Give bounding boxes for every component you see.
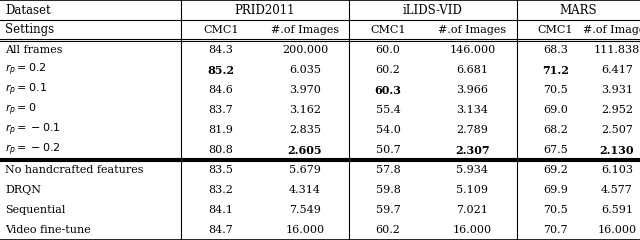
Text: 5.679: 5.679 (289, 165, 321, 175)
Text: 71.2: 71.2 (542, 65, 569, 76)
Text: 54.0: 54.0 (376, 125, 401, 135)
Text: iLIDS-VID: iLIDS-VID (403, 4, 463, 17)
Text: CMC1: CMC1 (204, 25, 239, 35)
Text: 2.307: 2.307 (455, 144, 490, 156)
Text: 70.7: 70.7 (543, 225, 568, 235)
Text: 69.0: 69.0 (543, 105, 568, 115)
Text: 4.314: 4.314 (289, 185, 321, 195)
Text: 3.134: 3.134 (456, 105, 488, 115)
Text: 6.681: 6.681 (456, 65, 488, 75)
Text: 146.000: 146.000 (449, 45, 495, 55)
Text: 16.000: 16.000 (597, 225, 637, 235)
Text: 2.507: 2.507 (601, 125, 633, 135)
Text: 16.000: 16.000 (285, 225, 324, 235)
Text: 81.9: 81.9 (209, 125, 234, 135)
Text: 3.162: 3.162 (289, 105, 321, 115)
Text: DRQN: DRQN (5, 185, 41, 195)
Text: 59.8: 59.8 (376, 185, 401, 195)
Text: 69.2: 69.2 (543, 165, 568, 175)
Text: 2.605: 2.605 (287, 144, 323, 156)
Text: 6.035: 6.035 (289, 65, 321, 75)
Text: $r_p = 0$: $r_p = 0$ (5, 102, 37, 118)
Text: #.of Images: #.of Images (438, 25, 506, 35)
Text: 84.6: 84.6 (209, 85, 234, 95)
Text: 3.931: 3.931 (601, 85, 633, 95)
Text: 111.838: 111.838 (594, 45, 640, 55)
Text: 70.5: 70.5 (543, 205, 568, 215)
Text: $r_p = -0.2$: $r_p = -0.2$ (5, 142, 60, 158)
Text: 83.7: 83.7 (209, 105, 234, 115)
Text: 60.0: 60.0 (376, 45, 401, 55)
Text: Sequential: Sequential (5, 205, 65, 215)
Text: 59.7: 59.7 (376, 205, 401, 215)
Text: 83.2: 83.2 (209, 185, 234, 195)
Text: 16.000: 16.000 (452, 225, 492, 235)
Text: 6.417: 6.417 (601, 65, 633, 75)
Text: 84.7: 84.7 (209, 225, 234, 235)
Text: $r_p = 0.2$: $r_p = 0.2$ (5, 62, 47, 78)
Text: 68.3: 68.3 (543, 45, 568, 55)
Text: 5.109: 5.109 (456, 185, 488, 195)
Text: 67.5: 67.5 (543, 145, 568, 155)
Text: 60.2: 60.2 (376, 225, 401, 235)
Text: 2.789: 2.789 (456, 125, 488, 135)
Text: Settings: Settings (5, 24, 54, 36)
Text: 80.8: 80.8 (209, 145, 234, 155)
Text: 3.966: 3.966 (456, 85, 488, 95)
Text: 50.7: 50.7 (376, 145, 401, 155)
Text: 4.577: 4.577 (601, 185, 633, 195)
Text: PRID2011: PRID2011 (235, 4, 295, 17)
Text: 6.591: 6.591 (601, 205, 633, 215)
Text: #.of Images: #.of Images (271, 25, 339, 35)
Text: 70.5: 70.5 (543, 85, 568, 95)
Text: $r_p = -0.1$: $r_p = -0.1$ (5, 122, 61, 138)
Text: 3.970: 3.970 (289, 85, 321, 95)
Text: Dataset: Dataset (5, 4, 51, 17)
Text: 6.103: 6.103 (601, 165, 633, 175)
Text: 68.2: 68.2 (543, 125, 568, 135)
Text: 84.3: 84.3 (209, 45, 234, 55)
Text: 2.952: 2.952 (601, 105, 633, 115)
Text: 7.021: 7.021 (456, 205, 488, 215)
Text: 2.130: 2.130 (600, 144, 634, 156)
Text: 84.1: 84.1 (209, 205, 234, 215)
Text: 60.2: 60.2 (376, 65, 401, 75)
Text: CMC1: CMC1 (538, 25, 573, 35)
Text: 60.3: 60.3 (374, 84, 402, 96)
Text: All frames: All frames (5, 45, 63, 55)
Text: 69.9: 69.9 (543, 185, 568, 195)
Text: 83.5: 83.5 (209, 165, 234, 175)
Text: 57.8: 57.8 (376, 165, 401, 175)
Text: $r_p = 0.1$: $r_p = 0.1$ (5, 82, 47, 98)
Text: No handcrafted features: No handcrafted features (5, 165, 143, 175)
Text: 200.000: 200.000 (282, 45, 328, 55)
Text: 5.934: 5.934 (456, 165, 488, 175)
Text: MARS: MARS (560, 4, 597, 17)
Text: 2.835: 2.835 (289, 125, 321, 135)
Text: 55.4: 55.4 (376, 105, 401, 115)
Text: 85.2: 85.2 (207, 65, 235, 76)
Text: Video fine-tune: Video fine-tune (5, 225, 91, 235)
Text: 7.549: 7.549 (289, 205, 321, 215)
Text: #.of Images: #.of Images (583, 25, 640, 35)
Text: CMC1: CMC1 (371, 25, 406, 35)
